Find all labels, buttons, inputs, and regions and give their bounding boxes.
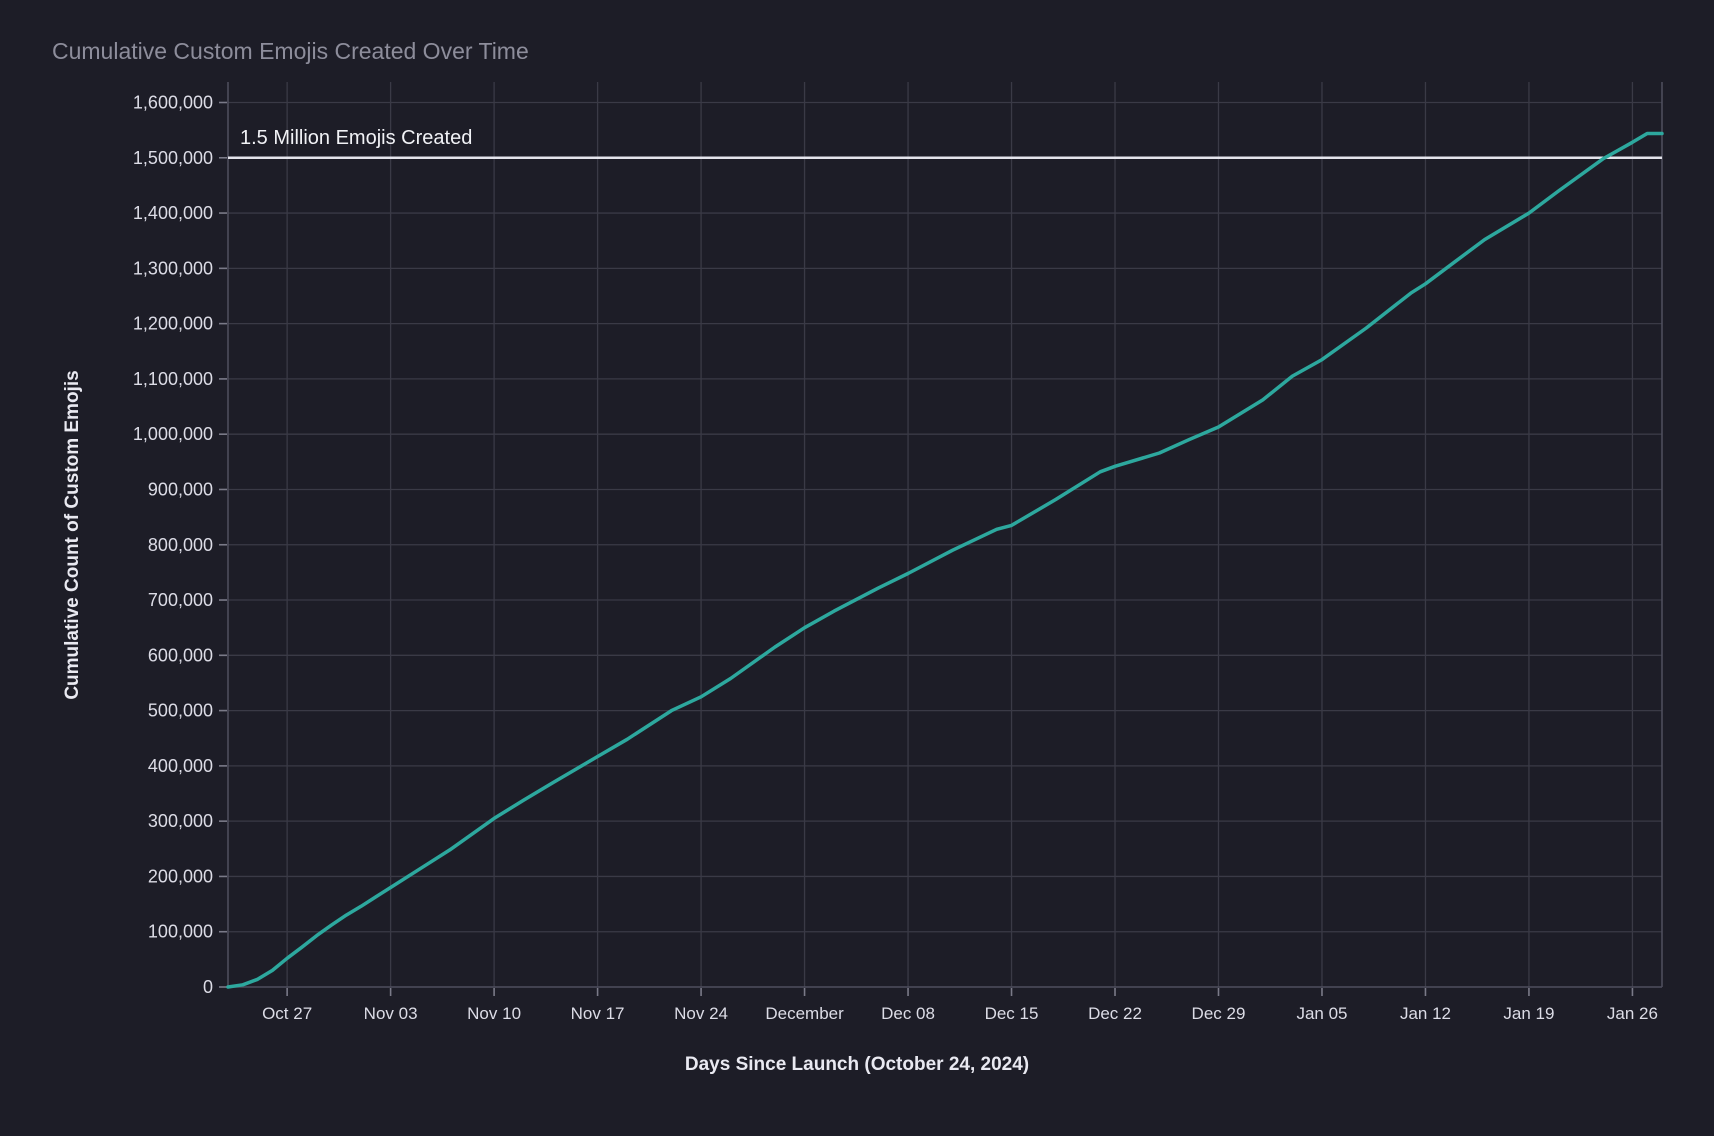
- chart-title: Cumulative Custom Emojis Created Over Ti…: [52, 38, 529, 64]
- y-tick-label: 1,400,000: [133, 203, 213, 223]
- reference-line-label: 1.5 Million Emojis Created: [240, 127, 472, 149]
- x-tick-label: Jan 05: [1296, 1004, 1347, 1023]
- y-tick-label: 900,000: [148, 479, 213, 499]
- axes-spines: [227, 82, 1663, 988]
- y-tick-label: 800,000: [148, 535, 213, 555]
- y-tick-label: 400,000: [148, 756, 213, 776]
- tick-labels: Oct 27 Nov 03 Nov 10 Nov 17 Nov 24 December De…: [133, 93, 1658, 1024]
- y-tick-label: 300,000: [148, 811, 213, 831]
- y-tick-label: 0: [203, 977, 213, 997]
- x-tick-label: Nov 17: [571, 1004, 625, 1023]
- tick-marks: [219, 101, 1634, 996]
- x-tick-label: Nov 03: [364, 1004, 418, 1023]
- y-tick-label: 1,300,000: [133, 258, 213, 278]
- x-tick-label: Jan 19: [1503, 1004, 1554, 1023]
- x-tick-label: December: [765, 1004, 844, 1023]
- x-tick-label: Dec 15: [985, 1004, 1039, 1023]
- y-tick-label: 1,600,000: [133, 93, 213, 113]
- x-tick-label: Nov 24: [674, 1004, 728, 1023]
- x-axis-title: Days Since Launch (October 24, 2024): [685, 1054, 1029, 1075]
- x-tick-label: Dec 29: [1192, 1004, 1246, 1023]
- x-tick-label: Jan 26: [1607, 1004, 1658, 1023]
- x-tick-label: Dec 08: [881, 1004, 935, 1023]
- x-tick-label: Nov 10: [467, 1004, 521, 1023]
- y-tick-label: 200,000: [148, 866, 213, 886]
- cumulative-emojis-line: [226, 131, 1664, 989]
- x-tick-label: Dec 22: [1088, 1004, 1142, 1023]
- y-axis-title: Cumulative Count of Custom Emojis: [62, 370, 83, 699]
- x-tick-label: Jan 12: [1400, 1004, 1451, 1023]
- y-tick-label: 700,000: [148, 590, 213, 610]
- gridlines: [228, 82, 1662, 988]
- y-tick-label: 1,500,000: [133, 148, 213, 168]
- y-tick-label: 600,000: [148, 645, 213, 665]
- y-tick-label: 1,200,000: [133, 314, 213, 334]
- y-tick-label: 500,000: [148, 701, 213, 721]
- y-tick-label: 100,000: [148, 922, 213, 942]
- y-tick-label: 1,100,000: [133, 369, 213, 389]
- x-tick-label: Oct 27: [262, 1004, 312, 1023]
- y-tick-label: 1,000,000: [133, 424, 213, 444]
